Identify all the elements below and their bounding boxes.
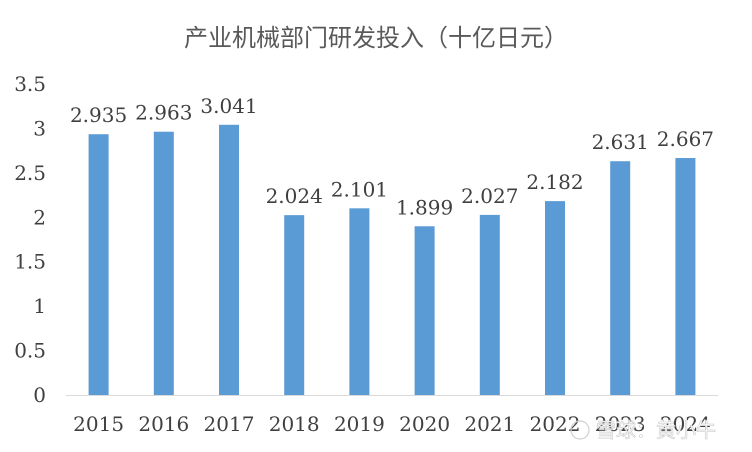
y-axis-ticks: 0 0.5 1 1.5 2 2.5 3 3.5 bbox=[14, 72, 46, 407]
x-tick-label: 2021 bbox=[464, 412, 515, 436]
data-labels: 2.935 2.963 3.041 2.024 2.101 1.899 2.027 2.182… bbox=[70, 94, 714, 219]
y-tick-label: 0 bbox=[33, 383, 46, 407]
y-tick-label: 3.5 bbox=[14, 72, 46, 96]
bar-2021 bbox=[479, 214, 500, 395]
bar-2017 bbox=[219, 124, 239, 395]
x-tick-label: 2022 bbox=[530, 412, 581, 436]
x-tick-label: 2015 bbox=[73, 412, 124, 436]
data-label: 2.667 bbox=[657, 127, 714, 151]
y-tick-label: 1 bbox=[33, 294, 46, 318]
watermark: 雪球：黄小牛 bbox=[570, 418, 716, 442]
x-tick-label: 2023 bbox=[595, 412, 646, 436]
bar-2022 bbox=[545, 201, 565, 395]
bar-2023 bbox=[610, 161, 631, 395]
data-label: 1.899 bbox=[396, 195, 453, 219]
bar-2018 bbox=[284, 215, 305, 395]
y-tick-label: 1.5 bbox=[14, 250, 46, 274]
x-tick-label: 2016 bbox=[138, 412, 189, 436]
bar-2024 bbox=[675, 158, 696, 395]
x-tick-label: 2020 bbox=[399, 412, 450, 436]
bar-2015 bbox=[88, 134, 109, 395]
x-tick-label: 2018 bbox=[269, 412, 320, 436]
y-tick-label: 3 bbox=[33, 116, 46, 140]
watermark-logo-icon bbox=[570, 420, 590, 440]
data-label: 2.935 bbox=[70, 103, 127, 127]
x-axis-ticks: 2015 2016 2017 2018 2019 2020 2021 2022 2023 2024 bbox=[73, 412, 711, 436]
data-label: 2.963 bbox=[135, 101, 192, 125]
bar-2016 bbox=[153, 131, 174, 395]
x-tick-label: 2017 bbox=[204, 412, 255, 436]
bars bbox=[88, 124, 696, 395]
bar-2020 bbox=[414, 226, 435, 395]
data-label: 2.101 bbox=[331, 177, 388, 201]
x-tick-label: 2019 bbox=[334, 412, 385, 436]
bar-2019 bbox=[349, 208, 370, 395]
data-label: 2.631 bbox=[592, 130, 649, 154]
y-tick-label: 0.5 bbox=[14, 339, 46, 363]
y-tick-label: 2.5 bbox=[14, 161, 46, 185]
data-label: 2.182 bbox=[526, 170, 583, 194]
data-label: 2.027 bbox=[461, 184, 518, 208]
y-tick-label: 2 bbox=[33, 205, 46, 229]
watermark-text: 雪球：黄小牛 bbox=[596, 418, 716, 442]
chart-title: 产业机械部门研发投入（十亿日元） bbox=[184, 24, 568, 52]
data-label: 3.041 bbox=[200, 94, 257, 118]
x-tick-label: 2024 bbox=[660, 412, 711, 436]
data-label: 2.024 bbox=[266, 184, 323, 208]
